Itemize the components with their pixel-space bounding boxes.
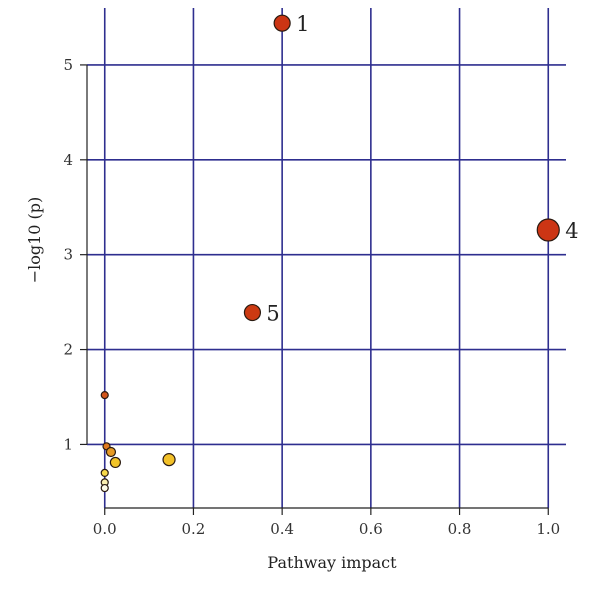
x-tick-label: 0.0 xyxy=(93,520,117,538)
data-point xyxy=(109,456,121,469)
label-layer: 1 4 5 xyxy=(266,12,578,325)
x-axis-title: Pathway impact xyxy=(267,553,397,572)
x-tick-label: 0.2 xyxy=(182,520,206,538)
x-tick-label: 0.8 xyxy=(448,520,472,538)
y-tick-label: 2 xyxy=(63,341,73,359)
data-point xyxy=(243,303,262,322)
y-tick-label: 1 xyxy=(63,435,73,453)
point-layer xyxy=(100,14,560,493)
data-point xyxy=(536,218,560,242)
x-tick-label: 0.4 xyxy=(270,520,294,538)
point-label: 1 xyxy=(296,12,309,36)
data-point xyxy=(100,468,109,477)
axis-layer: 1 2 3 4 5 0.0 0.2 0.4 0.6 0.8 1.0 xyxy=(63,56,560,538)
y-tick-label: 4 xyxy=(63,151,73,169)
point-label: 5 xyxy=(266,302,279,326)
data-point xyxy=(100,390,109,400)
data-point xyxy=(100,483,109,493)
y-tick-label: 3 xyxy=(63,246,73,264)
x-tick-label: 0.6 xyxy=(359,520,383,538)
data-point xyxy=(273,14,291,32)
data-point xyxy=(162,453,176,467)
grid-layer xyxy=(87,8,566,508)
y-tick-label: 5 xyxy=(63,56,73,74)
data-point xyxy=(105,446,117,458)
point-label: 4 xyxy=(565,219,578,243)
x-tick-label: 1.0 xyxy=(536,520,560,538)
y-axis-title: −log10 (p) xyxy=(25,197,44,284)
